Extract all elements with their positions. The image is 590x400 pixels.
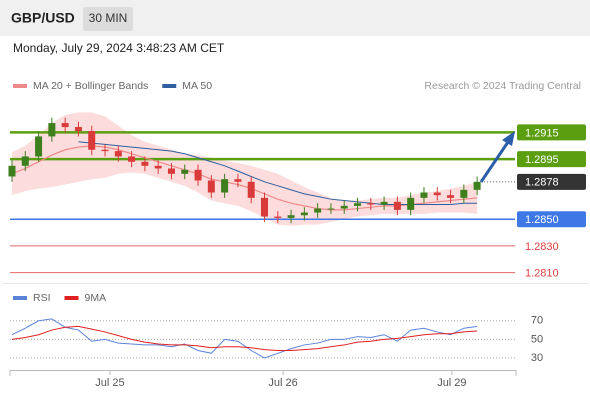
level-label: 1.2850 <box>525 214 559 226</box>
legend-swatch <box>13 84 27 88</box>
candle-body <box>447 195 455 198</box>
level-label-box <box>517 211 586 228</box>
candle-body <box>21 156 29 166</box>
candle-body <box>247 181 255 198</box>
rsi-tick-label: 50 <box>531 333 543 345</box>
legend-swatch <box>162 84 177 88</box>
forecast-arrow <box>479 131 515 183</box>
legend-label: RSI <box>33 292 51 304</box>
x-axis <box>10 370 516 371</box>
candle-body <box>141 161 149 166</box>
candle-body <box>88 131 96 150</box>
legend-label: MA 20 + Bollinger Bands <box>33 80 148 92</box>
candle-body <box>287 215 295 218</box>
rsi-tick-label: 70 <box>531 315 543 327</box>
separator <box>2 283 588 284</box>
candle-body <box>300 212 308 216</box>
candle-body <box>327 208 335 210</box>
candle-body <box>354 203 362 206</box>
symbol: GBP/USD <box>11 10 75 26</box>
timestamp: Monday, July 29, 2024 3:48:23 AM CET <box>13 41 225 55</box>
rsi-tick-label: 30 <box>531 352 543 364</box>
candle-body <box>114 151 122 157</box>
level-label: 1.2810 <box>525 268 559 280</box>
candle-body <box>314 208 322 213</box>
rsi-ma-line <box>11 325 478 351</box>
candle-body <box>101 149 109 152</box>
x-tick-label: Jul 25 <box>95 377 124 389</box>
candle-body <box>473 181 481 190</box>
level-label-box <box>517 124 586 141</box>
candle-body <box>367 203 375 205</box>
candle-body <box>393 201 401 210</box>
timeframe-chip[interactable] <box>83 7 133 31</box>
candle-body <box>8 165 16 177</box>
candle-body <box>154 165 162 169</box>
candle-body <box>207 180 215 193</box>
candle-body <box>35 136 43 157</box>
candle-body <box>234 179 242 182</box>
legend-label: 9MA <box>85 292 107 304</box>
candle-body <box>407 197 415 210</box>
candle-body <box>167 168 175 174</box>
timeframe[interactable]: 30 MIN <box>89 11 128 25</box>
candle-body <box>460 189 468 198</box>
legend-label: MA 50 <box>182 80 212 92</box>
credit: Research © 2024 Trading Central <box>424 80 581 92</box>
bollinger-band <box>11 112 478 226</box>
candle-body <box>181 169 189 174</box>
x-tick-label: Jul 26 <box>268 377 297 389</box>
candle-body <box>221 179 229 193</box>
legend-swatch <box>64 296 79 300</box>
candle-body <box>340 205 348 209</box>
candle-body <box>260 197 268 217</box>
rsi-line <box>11 318 478 359</box>
level-label: 1.2895 <box>525 154 559 166</box>
x-tick-label: Jul 29 <box>437 377 466 389</box>
candle-body <box>128 156 136 162</box>
candle-body <box>61 123 69 128</box>
level-label: 1.2830 <box>525 241 559 253</box>
price-label: 1.2878 <box>525 177 559 189</box>
price-label-box <box>517 173 586 190</box>
candle-body <box>274 216 282 218</box>
level-label: 1.2915 <box>525 127 559 139</box>
candle-body <box>420 192 428 198</box>
candle-body <box>380 201 388 205</box>
candle-body <box>194 169 202 181</box>
legend-swatch <box>13 296 27 300</box>
candle-body <box>74 127 82 132</box>
candle-body <box>433 192 441 196</box>
level-label-box <box>517 151 586 168</box>
candle-body <box>48 123 56 137</box>
